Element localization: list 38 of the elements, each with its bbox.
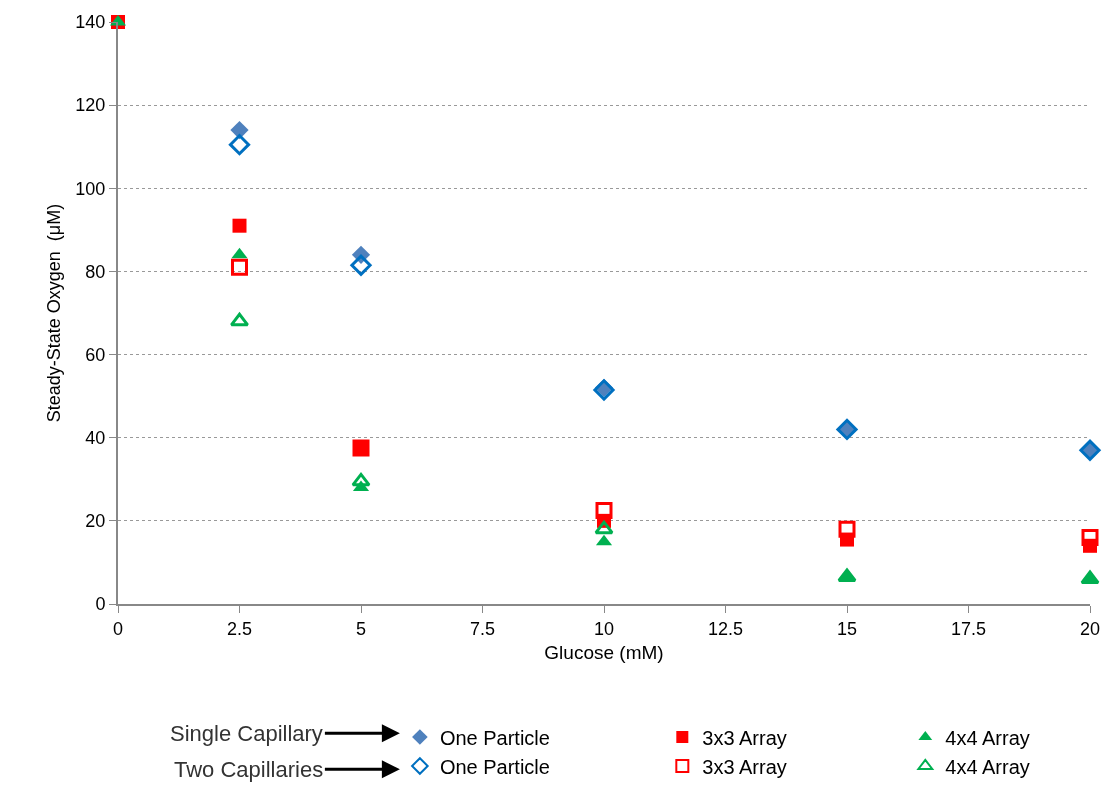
y-axis-title: Steady-State Oxygen (μM) [44,203,65,423]
y-tick-label: 140 [75,12,106,33]
x-tick-label: 20 [1079,618,1101,639]
y-tick-label: 0 [95,594,106,615]
x-tick-label: 2.5 [226,618,253,639]
x-tick-label: 15 [836,618,858,639]
text: Two Capillaries [174,757,324,782]
point [838,520,856,538]
x-tick-label: 5 [355,618,367,639]
legend-label: One Particle [439,726,550,749]
point [229,312,250,327]
y-tick-label: 120 [75,95,106,116]
point [231,258,248,276]
legend-label: 3x3 Array [702,755,787,778]
point [595,501,613,519]
point [594,520,614,535]
y-tick-label: 40 [85,428,106,449]
y-tick-label: 60 [85,344,106,365]
point [232,218,247,233]
legend-label: 4x4 Array [945,726,1030,749]
x-tick-label: 12.5 [707,618,744,639]
x-axis-title: Glucose (mM) [544,641,664,663]
x-tick-label: 10 [593,618,615,639]
y-tick-label: 100 [75,178,106,199]
point [231,247,248,259]
x-tick-label: 17.5 [950,618,987,639]
point [1081,528,1099,546]
y-tick-label: 20 [85,511,106,532]
text: Single Capillary [170,721,323,746]
legend-label: 4x4 Array [945,755,1030,778]
x-tick-label: 7.5 [469,618,496,639]
point [228,134,251,156]
x-tick-label: 0 [112,618,124,639]
legend-label: One Particle [439,755,550,778]
point [351,472,371,487]
legend-label: 3x3 Array [702,726,787,749]
y-tick-label: 80 [85,261,106,282]
point [350,254,372,276]
